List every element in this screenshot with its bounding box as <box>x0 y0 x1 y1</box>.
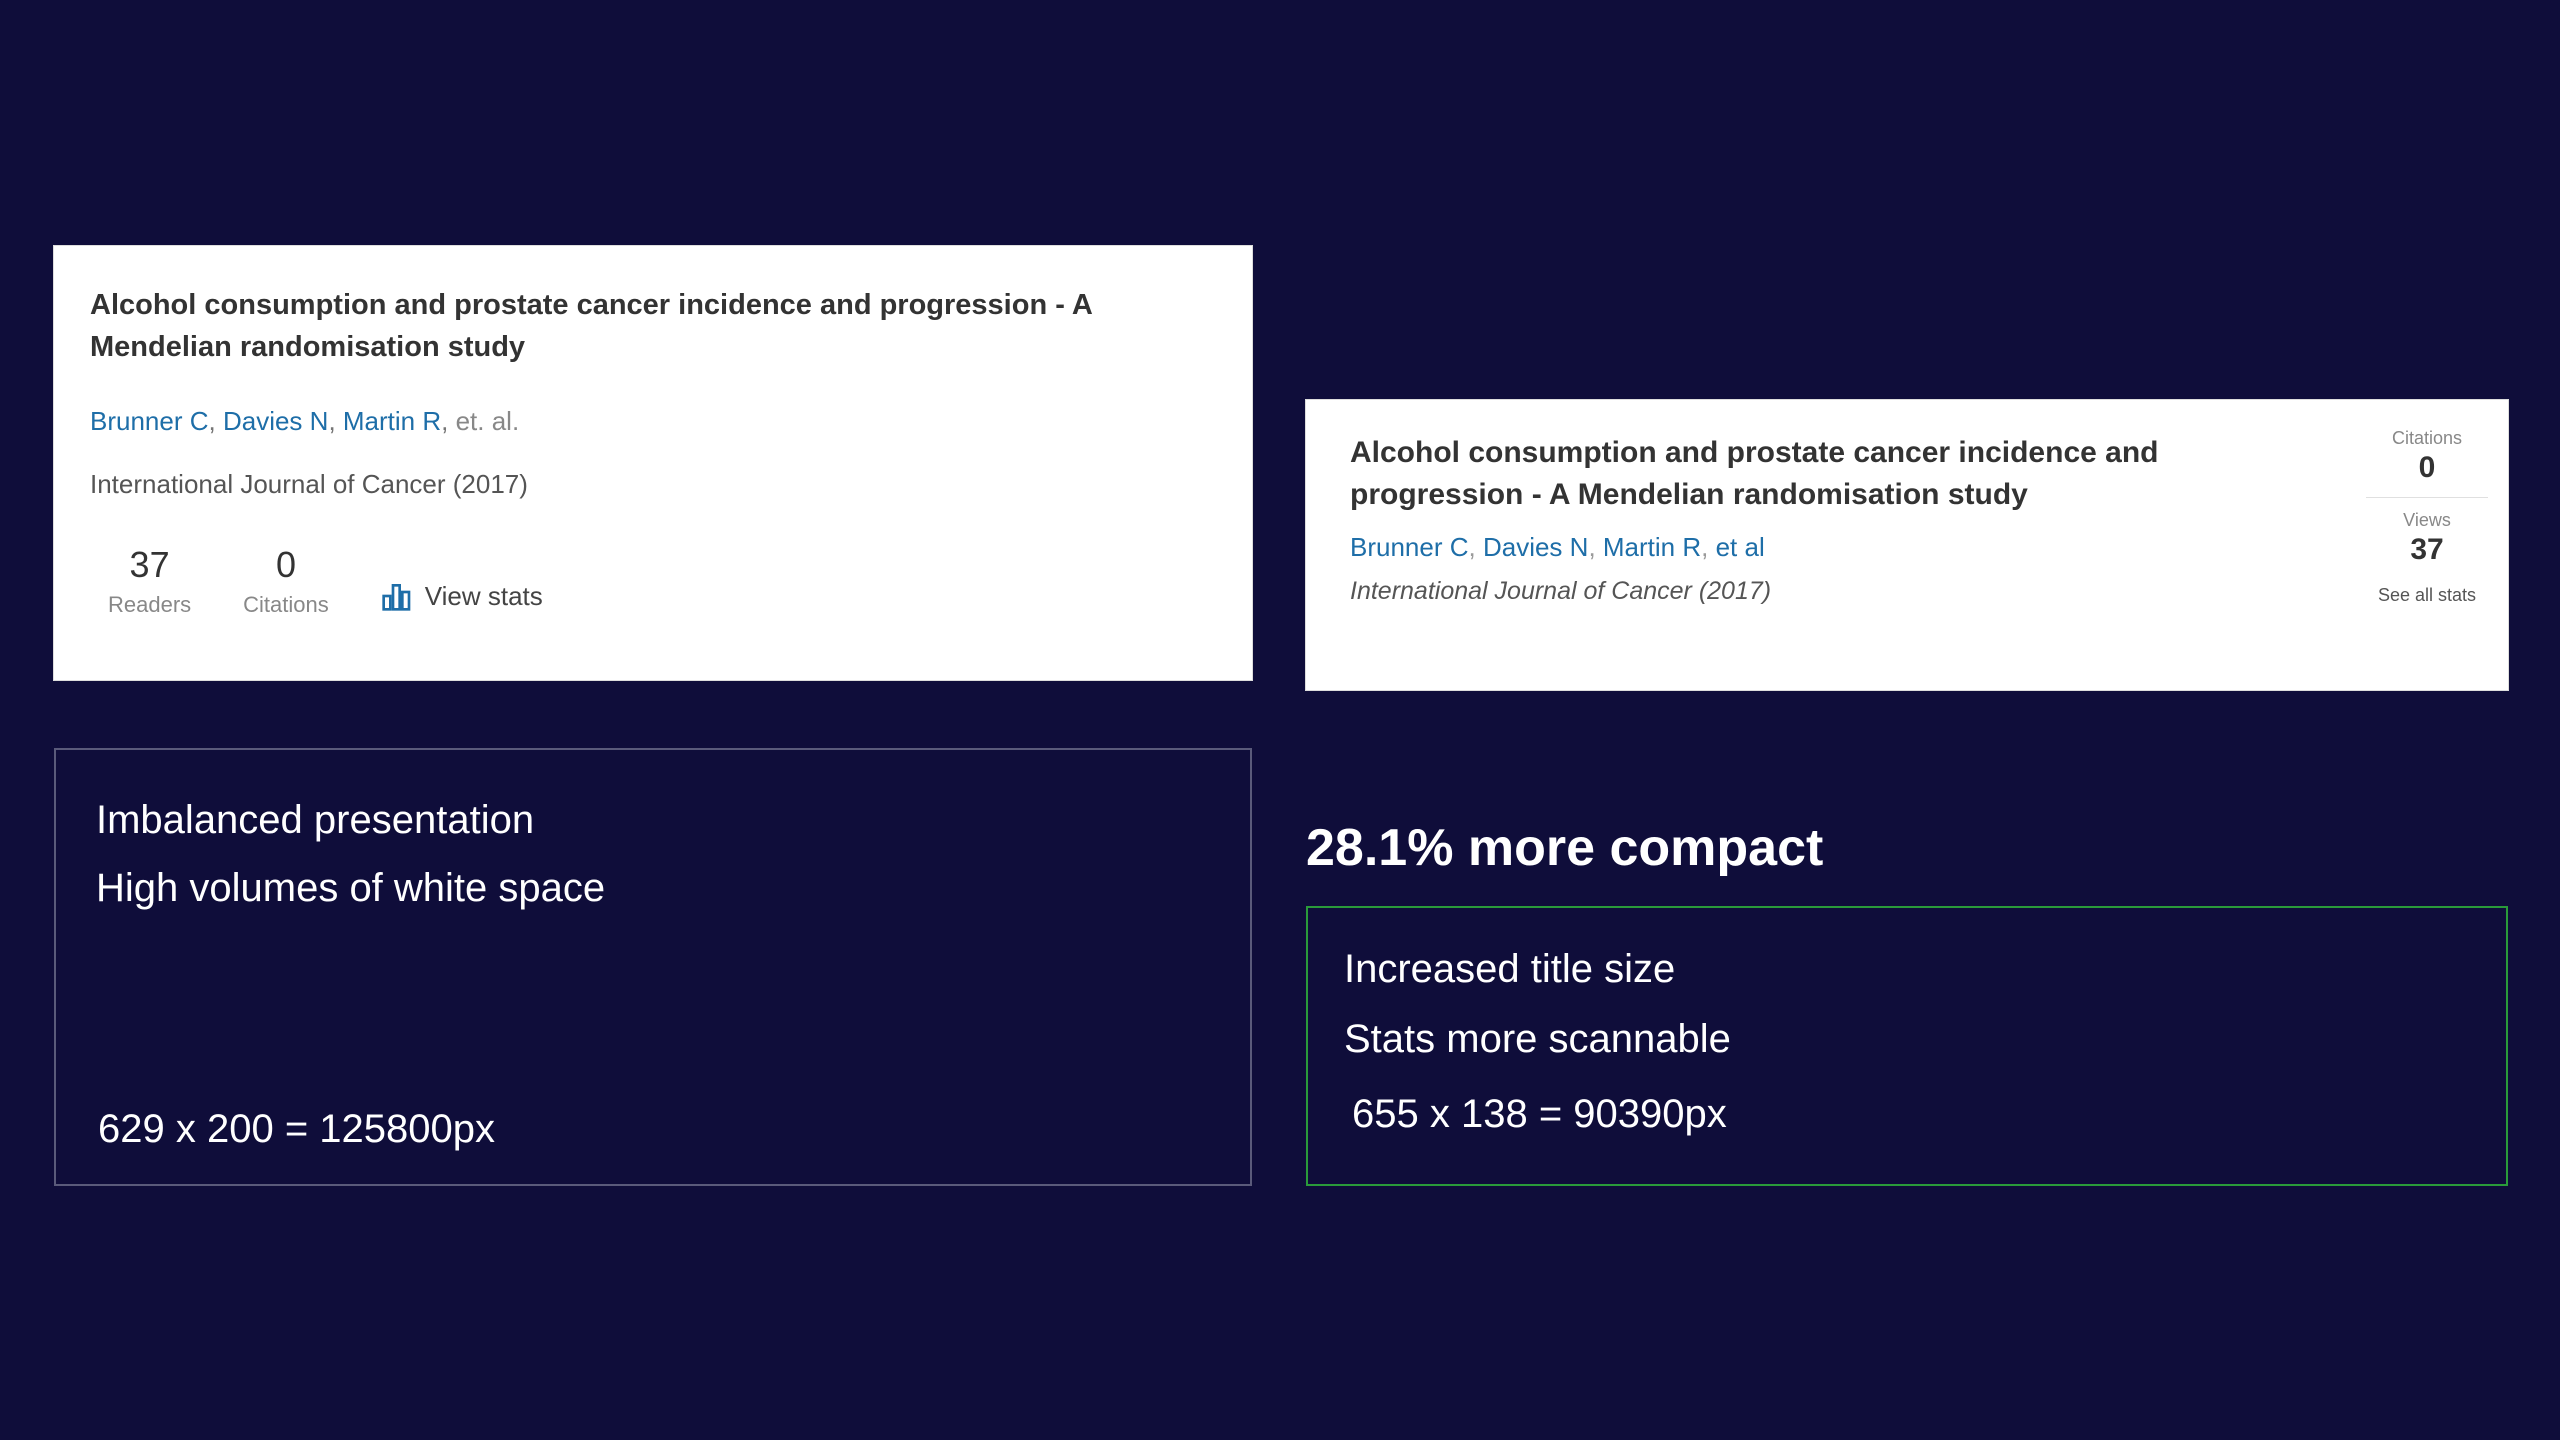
separator: , <box>1469 532 1483 562</box>
author-link[interactable]: Martin R <box>1603 532 1701 562</box>
annotation-text: Increased title size <box>1344 934 2470 1004</box>
bar-chart-icon <box>381 580 413 612</box>
author-link[interactable]: Brunner C <box>1350 532 1469 562</box>
paper-title[interactable]: Alcohol consumption and prostate cancer … <box>1350 432 2322 516</box>
annotation-text: High volumes of white space <box>96 854 1210 922</box>
annotation-box-compact: Increased title size Stats more scannabl… <box>1306 906 2508 1186</box>
stat-value: 37 <box>108 544 191 586</box>
stat-label: Citations <box>2366 428 2488 449</box>
separator: , <box>1588 532 1602 562</box>
stat-citations: 0 Citations <box>243 544 329 618</box>
stat-label: Readers <box>108 592 191 618</box>
author-list: Brunner C, Davies N, Martin R, et al <box>1350 532 2322 563</box>
stat-value: 0 <box>2366 451 2488 485</box>
et-al[interactable]: et al <box>1716 532 1765 562</box>
stat-value: 37 <box>2366 533 2488 567</box>
author-link[interactable]: Brunner C <box>90 406 209 436</box>
annotation-box-original: Imbalanced presentation High volumes of … <box>54 748 1252 1186</box>
card-compact: Alcohol consumption and prostate cancer … <box>1306 400 2508 690</box>
journal-citation: International Journal of Cancer (2017) <box>1350 577 2322 606</box>
headline: 28.1% more compact <box>1306 818 1823 878</box>
card-main: Alcohol consumption and prostate cancer … <box>1306 400 2354 690</box>
author-link[interactable]: Davies N <box>223 406 328 436</box>
dimensions-text: 655 x 138 = 90390px <box>1352 1092 2470 1137</box>
annotation-text: Stats more scannable <box>1344 1004 2470 1074</box>
stat-views: Views 37 <box>2366 506 2488 571</box>
annotation-text: Imbalanced presentation <box>96 786 1210 854</box>
view-stats-label: View stats <box>425 581 543 612</box>
card-original: Alcohol consumption and prostate cancer … <box>54 246 1252 680</box>
stat-label: Views <box>2366 510 2488 531</box>
separator: , <box>328 406 342 436</box>
author-link[interactable]: Martin R <box>343 406 441 436</box>
see-all-stats-link[interactable]: See all stats <box>2366 585 2488 606</box>
divider <box>2366 497 2488 498</box>
separator: , <box>209 406 223 436</box>
stat-value: 0 <box>243 544 329 586</box>
journal-citation: International Journal of Cancer (2017) <box>90 469 1216 500</box>
view-stats-button[interactable]: View stats <box>381 580 543 612</box>
paper-title[interactable]: Alcohol consumption and prostate cancer … <box>90 284 1140 368</box>
author-list: Brunner C, Davies N, Martin R, et. al. <box>90 406 1216 437</box>
stat-citations: Citations 0 <box>2366 424 2488 489</box>
author-link[interactable]: Davies N <box>1483 532 1588 562</box>
stats-row: 37 Readers 0 Citations View stats <box>90 544 1216 618</box>
separator: , <box>441 406 455 436</box>
stat-readers: 37 Readers <box>108 544 191 618</box>
et-al: et. al. <box>456 406 520 436</box>
dimensions-text: 629 x 200 = 125800px <box>98 1107 495 1152</box>
separator: , <box>1701 532 1715 562</box>
stats-sidebar: Citations 0 Views 37 See all stats <box>2354 400 2508 690</box>
stat-label: Citations <box>243 592 329 618</box>
